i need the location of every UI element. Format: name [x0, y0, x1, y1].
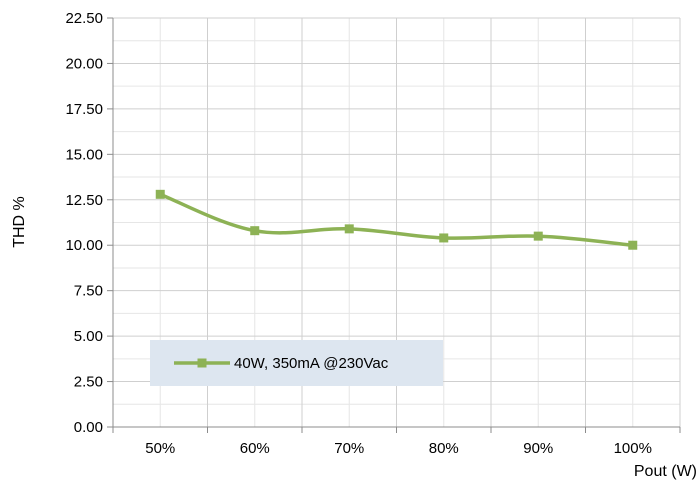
y-tick-label: 0.00 — [74, 419, 103, 436]
data-point — [155, 189, 165, 199]
legend: 40W, 350mA @230Vac — [150, 340, 443, 386]
y-tick-label: 5.00 — [74, 328, 103, 345]
x-tick-label: 90% — [523, 440, 553, 457]
axes — [107, 17, 681, 433]
y-axis-title: THD % — [11, 196, 28, 248]
x-axis-title: Pout (W) — [634, 463, 697, 480]
x-tick-label: 60% — [240, 440, 270, 457]
y-tick-label: 20.00 — [65, 55, 103, 72]
y-tick-label: 2.50 — [74, 374, 103, 391]
legend-marker-icon — [197, 358, 207, 368]
data-point — [628, 240, 638, 250]
x-tick-label: 70% — [334, 440, 364, 457]
y-tick-label: 15.00 — [65, 146, 103, 163]
series-layer — [155, 189, 638, 250]
data-point — [344, 224, 354, 234]
x-tick-labels: 50% 60% 70% 80% 90% 100% — [145, 440, 652, 457]
series-line — [158, 192, 635, 247]
x-tick-label: 80% — [429, 440, 459, 457]
y-tick-label: 12.50 — [65, 192, 103, 209]
y-tick-labels: 0.00 2.50 5.00 7.50 10.00 12.50 15.00 17.50 20.0… — [65, 10, 103, 436]
x-tick-label: 100% — [614, 440, 652, 457]
y-tick-label: 17.50 — [65, 101, 103, 118]
y-tick-label: 10.00 — [65, 237, 103, 254]
y-tick-label: 7.50 — [74, 283, 103, 300]
data-point — [250, 226, 260, 236]
data-point — [533, 231, 543, 241]
data-point — [439, 233, 449, 243]
legend-label: 40W, 350mA @230Vac — [234, 355, 389, 372]
y-tick-label: 22.50 — [65, 10, 103, 27]
x-tick-label: 50% — [145, 440, 175, 457]
grid-lines — [113, 17, 681, 427]
